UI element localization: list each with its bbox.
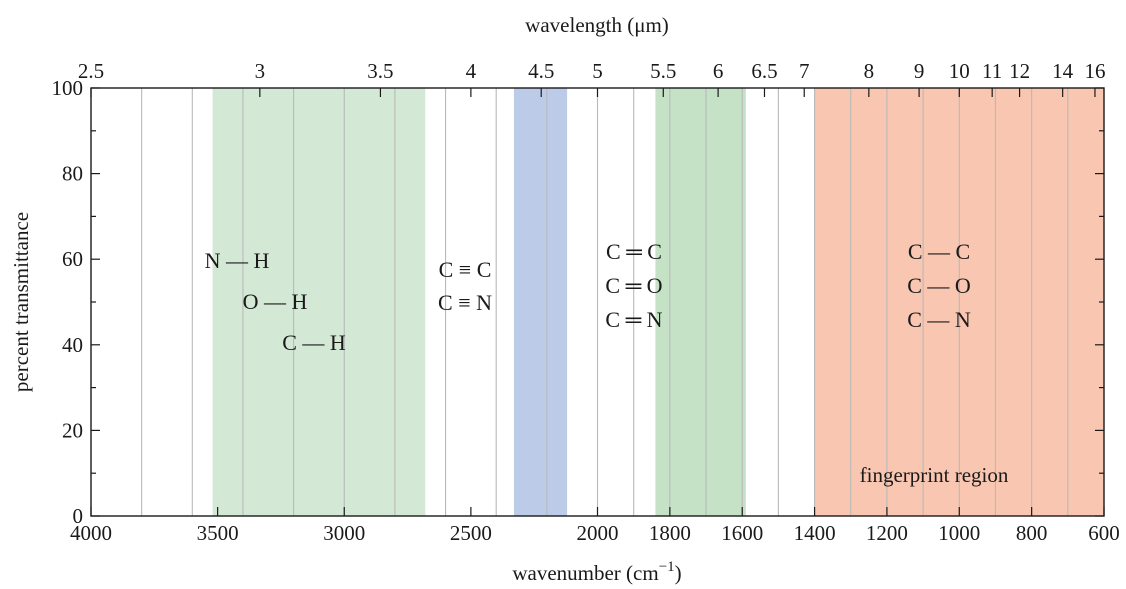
x-tick-label: 2000 <box>577 521 619 545</box>
top-tick-label: 4.5 <box>528 59 554 83</box>
x-tick-label: 1200 <box>866 521 908 545</box>
top-tick-label: 5 <box>592 59 603 83</box>
band-double-bond <box>655 88 746 516</box>
top-tick-label: 7 <box>799 59 810 83</box>
bottom-axis-title-exponent: −1 <box>659 559 675 575</box>
band-labels: N — H O — H C — H C ≡ C C ≡ N C ═ C C ═ O C ═ N… <box>205 239 971 355</box>
x-tick-label: 3500 <box>197 521 239 545</box>
x-tick-label: 1600 <box>721 521 763 545</box>
bottom-axis-title-close: ) <box>675 561 682 585</box>
fingerprint-region-label: fingerprint region <box>860 463 1009 487</box>
top-tick-label: 3.5 <box>367 59 393 83</box>
bond-label: C ≡ N <box>438 290 492 315</box>
bond-label: C — O <box>907 273 971 298</box>
top-tick-label: 10 <box>949 59 970 83</box>
top-tick-label: 14 <box>1052 59 1074 83</box>
bond-label: C ═ C <box>606 239 662 264</box>
bond-label: C — C <box>908 239 970 264</box>
top-tick-label: 5.5 <box>650 59 676 83</box>
top-tick-label: 3 <box>255 59 266 83</box>
x-tick-label: 1400 <box>794 521 836 545</box>
band-xh-stretch <box>212 88 426 516</box>
band-triple-bond <box>513 88 568 516</box>
x-tick-label: 3000 <box>323 521 365 545</box>
bottom-axis-title-main: wavenumber (cm <box>512 561 658 585</box>
gridlines <box>141 88 1069 516</box>
top-tick-label: 6 <box>713 59 724 83</box>
bond-label: C ≡ C <box>439 257 492 282</box>
y-tick-label: 80 <box>62 162 83 186</box>
x-tick-label: 1800 <box>649 521 691 545</box>
bands-layer <box>212 88 1104 516</box>
y-axis-title: percent transmittance <box>9 212 33 392</box>
top-tick-label: 12 <box>1009 59 1030 83</box>
bond-label: C ═ O <box>605 273 662 298</box>
bond-label: O — H <box>243 289 308 314</box>
top-tick-label: 4 <box>466 59 477 83</box>
bond-label: C — H <box>282 330 346 355</box>
y-tick-label: 40 <box>62 333 83 357</box>
y-tick-label: 60 <box>62 247 83 271</box>
top-tick-label: 8 <box>864 59 875 83</box>
x-tick-label: 1000 <box>938 521 980 545</box>
plot-frame <box>90 87 1105 517</box>
bond-label: N — H <box>205 248 270 273</box>
y-tick-label: 100 <box>52 76 84 100</box>
bond-label: C ═ N <box>605 307 662 332</box>
top-tick-label: 9 <box>914 59 925 83</box>
top-tick-label: 2.5 <box>78 59 104 83</box>
top-tick-label: 6.5 <box>751 59 777 83</box>
x-tick-label: 4000 <box>70 521 112 545</box>
x-tick-label: 800 <box>1016 521 1048 545</box>
top-tick-label: 16 <box>1084 59 1105 83</box>
x-tick-label: 2500 <box>450 521 492 545</box>
bottom-axis-title: wavenumber (cm−1) <box>512 559 681 585</box>
y-tick-label: 20 <box>62 418 83 442</box>
top-tick-label: 11 <box>982 59 1002 83</box>
tick-labels: 0 20 40 60 80 100 4000 3500 3000 2500 2000 1800 1600… <box>52 59 1120 545</box>
bond-label: C — N <box>907 307 971 332</box>
x-tick-label: 600 <box>1088 521 1120 545</box>
top-axis-title: wavelength (μm) <box>525 13 669 37</box>
y-tick-label: 0 <box>73 504 84 528</box>
